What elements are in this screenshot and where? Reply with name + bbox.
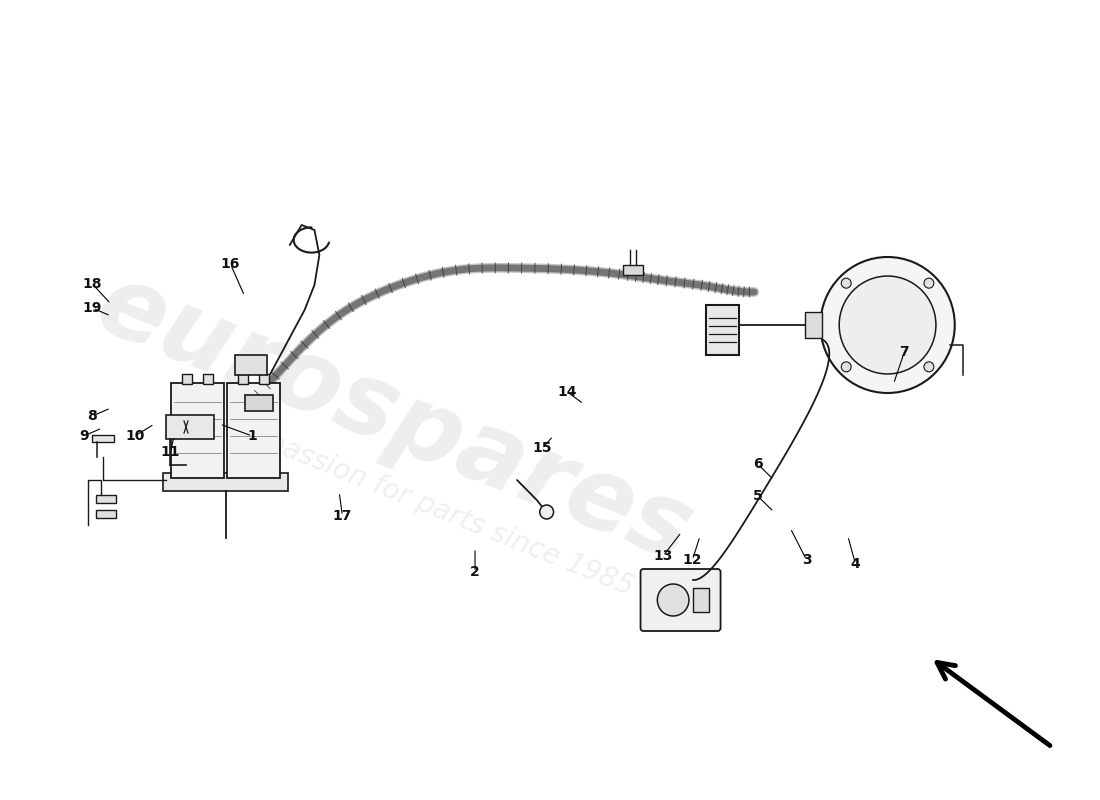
Text: 18: 18 <box>82 277 102 291</box>
Text: a passion for parts since 1985: a passion for parts since 1985 <box>239 418 638 602</box>
FancyBboxPatch shape <box>693 588 708 612</box>
Bar <box>96 495 115 503</box>
Text: 2: 2 <box>470 565 480 579</box>
Circle shape <box>839 276 936 374</box>
Text: 5: 5 <box>752 489 762 503</box>
FancyBboxPatch shape <box>245 395 273 411</box>
Bar <box>92 435 114 442</box>
Circle shape <box>924 362 934 372</box>
Circle shape <box>924 278 934 288</box>
Circle shape <box>540 505 553 519</box>
Bar <box>182 374 191 383</box>
Bar <box>623 265 642 275</box>
Bar <box>202 374 212 383</box>
Bar <box>166 415 213 439</box>
Circle shape <box>658 584 689 616</box>
Text: 12: 12 <box>683 553 702 567</box>
Text: 19: 19 <box>82 301 102 315</box>
FancyBboxPatch shape <box>640 569 720 631</box>
Text: 11: 11 <box>161 445 180 459</box>
Bar <box>96 510 115 518</box>
Text: 15: 15 <box>532 441 552 455</box>
Bar <box>172 382 223 478</box>
Bar <box>260 374 270 383</box>
Text: 1: 1 <box>248 429 257 443</box>
Circle shape <box>821 257 955 393</box>
Circle shape <box>842 278 851 288</box>
Bar <box>804 312 823 338</box>
Text: 8: 8 <box>88 409 97 423</box>
Bar <box>239 374 249 383</box>
Text: 17: 17 <box>332 509 352 523</box>
Bar <box>228 382 279 478</box>
FancyBboxPatch shape <box>706 305 739 355</box>
Text: 14: 14 <box>558 385 578 399</box>
Text: 4: 4 <box>850 557 860 571</box>
Text: 13: 13 <box>653 549 673 563</box>
Bar <box>163 473 288 490</box>
Text: eurospares: eurospares <box>82 257 705 583</box>
Text: 10: 10 <box>125 429 144 443</box>
Text: 7: 7 <box>900 345 910 359</box>
Text: 16: 16 <box>221 257 240 271</box>
Text: 3: 3 <box>802 553 812 567</box>
FancyBboxPatch shape <box>235 354 267 374</box>
Text: 9: 9 <box>79 429 88 443</box>
Text: 6: 6 <box>752 457 762 471</box>
Circle shape <box>842 362 851 372</box>
